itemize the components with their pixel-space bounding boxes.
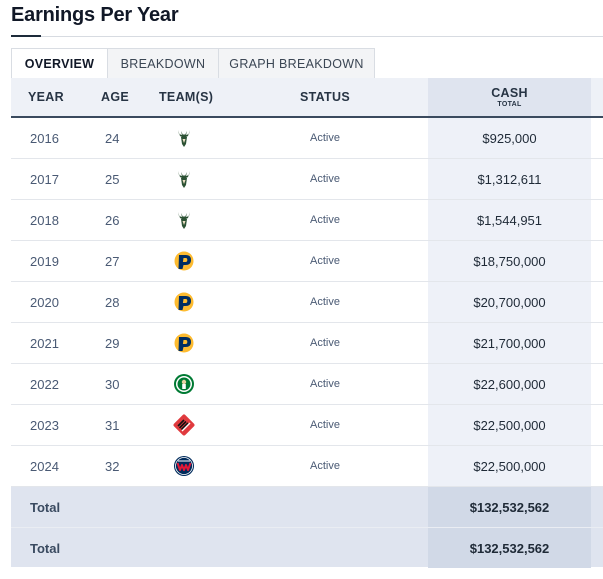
table-row: 2022 30 Active $22,600,000 [11, 364, 603, 405]
table-row: 2021 29 Active $21,700,000 [11, 323, 603, 364]
age-cell: 29 [105, 335, 120, 351]
total-label: Total [30, 499, 61, 515]
status-cell: Active [310, 173, 340, 185]
table-row: 2020 28 Active $20,700,000 [11, 282, 603, 323]
column-header-status: STATUS [300, 90, 350, 104]
bucks-logo-icon[interactable] [173, 209, 195, 231]
status-cell: Active [310, 337, 340, 349]
cash-header-sublabel: TOTAL [497, 101, 522, 108]
year-cell: 2017 [30, 171, 59, 187]
team-cell[interactable] [172, 446, 196, 486]
team-cell[interactable] [172, 323, 196, 363]
status-cell: Active [310, 214, 340, 226]
age-cell: 26 [105, 212, 120, 228]
status-cell: Active [310, 419, 340, 431]
age-cell: 27 [105, 253, 120, 269]
team-cell[interactable] [172, 118, 196, 158]
age-cell: 31 [105, 417, 120, 433]
status-cell: Active [310, 378, 340, 390]
total-label: Total [30, 540, 61, 556]
table-row: 2018 26 Active $1,544,951 [11, 200, 603, 241]
year-cell: 2018 [30, 212, 59, 228]
team-cell[interactable] [172, 159, 196, 199]
celtics-logo-icon[interactable] [173, 373, 195, 395]
team-cell[interactable] [172, 364, 196, 404]
bucks-logo-icon[interactable] [173, 168, 195, 190]
pacers-logo-icon[interactable] [173, 332, 195, 354]
cash-cell: $20,700,000 [428, 282, 591, 322]
bucks-logo-icon[interactable] [173, 127, 195, 149]
year-cell: 2019 [30, 253, 59, 269]
pacers-logo-icon[interactable] [173, 250, 195, 272]
table-row: 2019 27 Active $18,750,000 [11, 241, 603, 282]
earnings-table: YEAR AGE TEAM(S) STATUS CASH TOTAL 2016 2… [11, 78, 603, 568]
team-cell[interactable] [172, 241, 196, 281]
cash-cell: $925,000 [428, 118, 591, 158]
status-cell: Active [310, 296, 340, 308]
wizards-logo-icon[interactable] [173, 455, 195, 477]
team-cell[interactable] [172, 200, 196, 240]
age-cell: 24 [105, 130, 120, 146]
age-cell: 28 [105, 294, 120, 310]
tab-overview[interactable]: OVERVIEW [11, 48, 108, 78]
age-cell: 32 [105, 458, 120, 474]
cash-cell: $22,500,000 [428, 446, 591, 486]
column-header-teams: TEAM(S) [159, 90, 214, 104]
team-cell[interactable] [172, 282, 196, 322]
table-row: 2023 31 Active $22,500,000 [11, 405, 603, 446]
column-header-year[interactable]: YEAR [28, 90, 64, 104]
page-title: Earnings Per Year [11, 4, 179, 26]
column-header-cash[interactable]: CASH TOTAL [428, 78, 591, 116]
pacers-logo-icon[interactable] [173, 291, 195, 313]
total-row: Total $132,532,562 [11, 527, 603, 568]
table-header: YEAR AGE TEAM(S) STATUS CASH TOTAL [11, 78, 603, 118]
cash-cell: $1,312,611 [428, 159, 591, 199]
table-body: 2016 24 Active $925,000 2017 25 Active $1,312,6… [11, 118, 603, 487]
year-cell: 2016 [30, 130, 59, 146]
status-cell: Active [310, 460, 340, 472]
cash-cell: $22,500,000 [428, 405, 591, 445]
table-row: 2016 24 Active $925,000 [11, 118, 603, 159]
table-row: 2017 25 Active $1,312,611 [11, 159, 603, 200]
title-divider [11, 36, 603, 37]
year-cell: 2021 [30, 335, 59, 351]
year-cell: 2022 [30, 376, 59, 392]
cash-cell: $1,544,951 [428, 200, 591, 240]
cash-cell: $22,600,000 [428, 364, 591, 404]
column-header-age[interactable]: AGE [101, 90, 129, 104]
total-cash-value: $132,532,562 [428, 487, 591, 527]
cash-cell: $18,750,000 [428, 241, 591, 281]
team-cell[interactable] [172, 405, 196, 445]
cash-header-label: CASH [491, 86, 528, 100]
total-row: Total $132,532,562 [11, 487, 603, 527]
cash-cell: $21,700,000 [428, 323, 591, 363]
blazers-logo-icon[interactable] [173, 414, 195, 436]
age-cell: 25 [105, 171, 120, 187]
title-accent-bar [11, 35, 41, 37]
status-cell: Active [310, 132, 340, 144]
table-row: 2024 32 Active $22,500,000 [11, 446, 603, 487]
tab-graph-breakdown[interactable]: GRAPH BREAKDOWN [218, 48, 375, 78]
year-cell: 2020 [30, 294, 59, 310]
tab-breakdown[interactable]: BREAKDOWN [107, 48, 219, 78]
age-cell: 30 [105, 376, 120, 392]
total-cash-value: $132,532,562 [428, 528, 591, 568]
status-cell: Active [310, 255, 340, 267]
year-cell: 2023 [30, 417, 59, 433]
tab-bar: OVERVIEW BREAKDOWN GRAPH BREAKDOWN [11, 48, 375, 78]
year-cell: 2024 [30, 458, 59, 474]
